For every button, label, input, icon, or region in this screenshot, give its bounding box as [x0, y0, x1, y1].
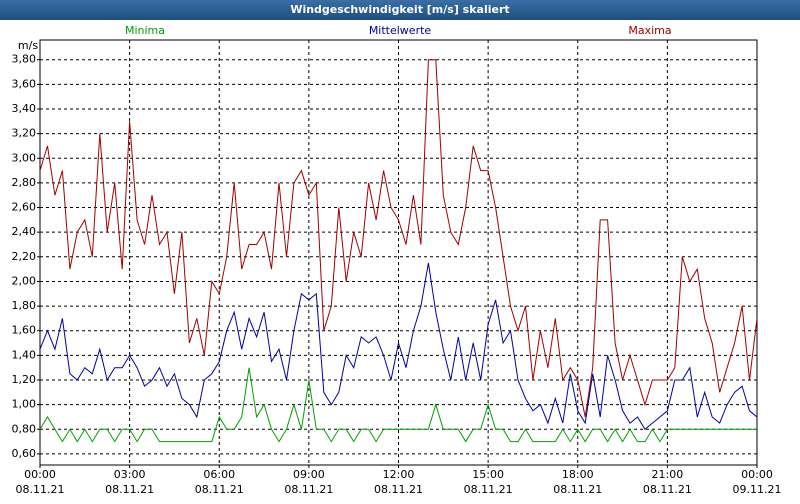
x-tick-date: 08.11.21 [374, 483, 423, 496]
y-tick-label: 2,00 [12, 274, 37, 287]
data-line [39, 59, 758, 418]
y-tick-label: 3,20 [12, 127, 37, 140]
x-tick-label: 15:00 [472, 468, 504, 481]
y-tick-label: 1,00 [12, 398, 37, 411]
x-tick-label: 06:00 [203, 468, 235, 481]
legend-label: Minima [125, 24, 165, 37]
x-tick-label: 18:00 [562, 468, 594, 481]
y-tick-label: 0,80 [12, 422, 37, 435]
y-unit: m/s [18, 39, 38, 52]
x-tick-date: 08.11.21 [553, 483, 602, 496]
y-tick-label: 2,40 [12, 225, 37, 238]
x-tick-label: 09:00 [293, 468, 325, 481]
x-tick-date: 08.11.21 [643, 483, 692, 496]
y-tick-label: 3,40 [12, 102, 37, 115]
y-tick-label: 1,60 [12, 324, 37, 337]
x-tick-label: 12:00 [383, 468, 415, 481]
y-tick-label: 1,80 [12, 299, 37, 312]
x-tick-date: 08.11.21 [284, 483, 333, 496]
y-tick-label: 2,60 [12, 201, 37, 214]
data-line [39, 262, 758, 431]
y-tick-label: 3,80 [12, 53, 37, 66]
y-tick-label: 1,20 [12, 373, 37, 386]
title-bar [0, 0, 800, 20]
legend-label: Maxima [628, 24, 671, 37]
y-tick-label: 3,00 [12, 151, 37, 164]
x-tick-label: 00:00 [24, 468, 56, 481]
x-tick-label: 03:00 [114, 468, 146, 481]
x-tick-label: 00:00 [741, 468, 773, 481]
x-tick-date: 08.11.21 [105, 483, 154, 496]
x-tick-date: 08.11.21 [16, 483, 65, 496]
x-tick-date: 08.11.21 [195, 483, 244, 496]
y-tick-label: 2,80 [12, 176, 37, 189]
data-line [39, 367, 757, 443]
x-tick-label: 21:00 [652, 468, 684, 481]
chart-title: Windgeschwindigkeit [m/s] skaliert [290, 3, 509, 16]
x-tick-date: 08.11.21 [464, 483, 513, 496]
y-tick-label: 0,60 [12, 447, 37, 460]
y-tick-label: 1,40 [12, 348, 37, 361]
y-tick-label: 2,20 [12, 250, 37, 263]
legend-label: Mittelwerte [369, 24, 432, 37]
x-tick-date: 09.11.21 [733, 483, 782, 496]
y-tick-label: 3,60 [12, 77, 37, 90]
